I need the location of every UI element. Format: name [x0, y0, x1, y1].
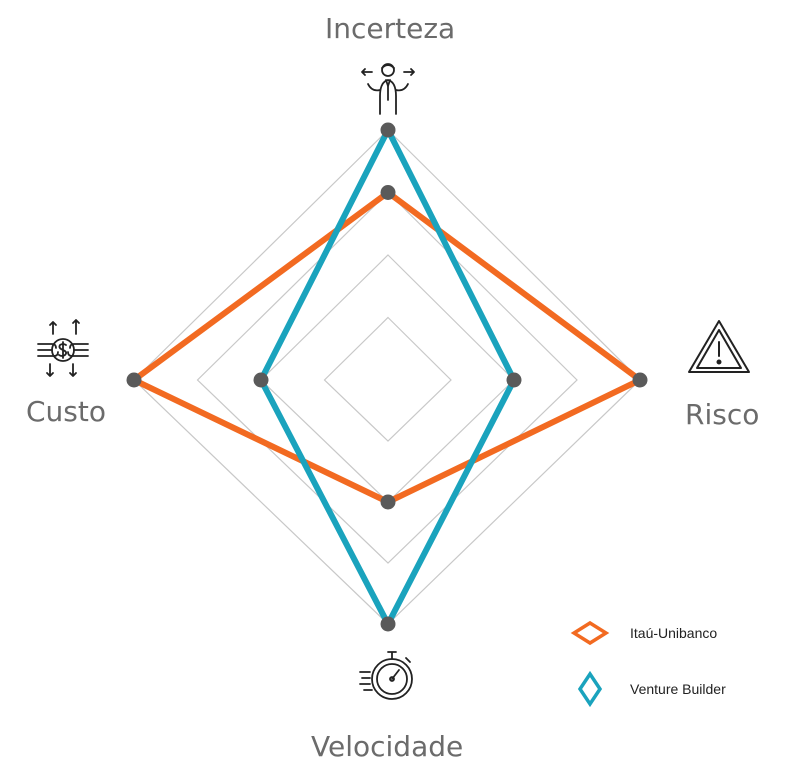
- data-point-0-2: [380, 494, 396, 510]
- uncertain-person-icon: [361, 63, 415, 115]
- legend-marker-1: [577, 670, 603, 708]
- axis-label-risco: Risco: [685, 398, 760, 431]
- axis-label-incerteza: Incerteza: [325, 12, 456, 45]
- legend-label-itau: Itaú-Unibanco: [630, 625, 718, 641]
- grid-ring-4: [133, 129, 641, 625]
- radar-grid: [133, 129, 641, 625]
- legend-marker-0: [570, 620, 610, 646]
- data-point-1-1: [506, 372, 522, 388]
- radar-markers: [126, 122, 648, 632]
- series-line-1: [257, 123, 518, 631]
- data-point-1-2: [380, 616, 396, 632]
- series-line-0: [128, 188, 646, 506]
- stopwatch-icon: [359, 651, 413, 700]
- radar-series: [128, 123, 646, 631]
- grid-ring-1: [323, 316, 452, 442]
- data-point-0-0: [380, 185, 396, 200]
- data-point-0-3: [126, 372, 142, 388]
- axis-label-velocidade: Velocidade: [311, 730, 464, 763]
- grid-ring-2: [260, 254, 515, 503]
- data-point-0-1: [632, 372, 648, 388]
- data-point-1-3: [253, 372, 269, 388]
- legend: [570, 620, 610, 708]
- grid-ring-3: [196, 191, 578, 564]
- data-point-1-0: [380, 122, 396, 138]
- axis-label-custo: Custo: [26, 395, 106, 428]
- money-cost-icon: [37, 319, 89, 377]
- warning-triangle-icon: [688, 320, 750, 373]
- legend-label-venture: Venture Builder: [630, 681, 726, 697]
